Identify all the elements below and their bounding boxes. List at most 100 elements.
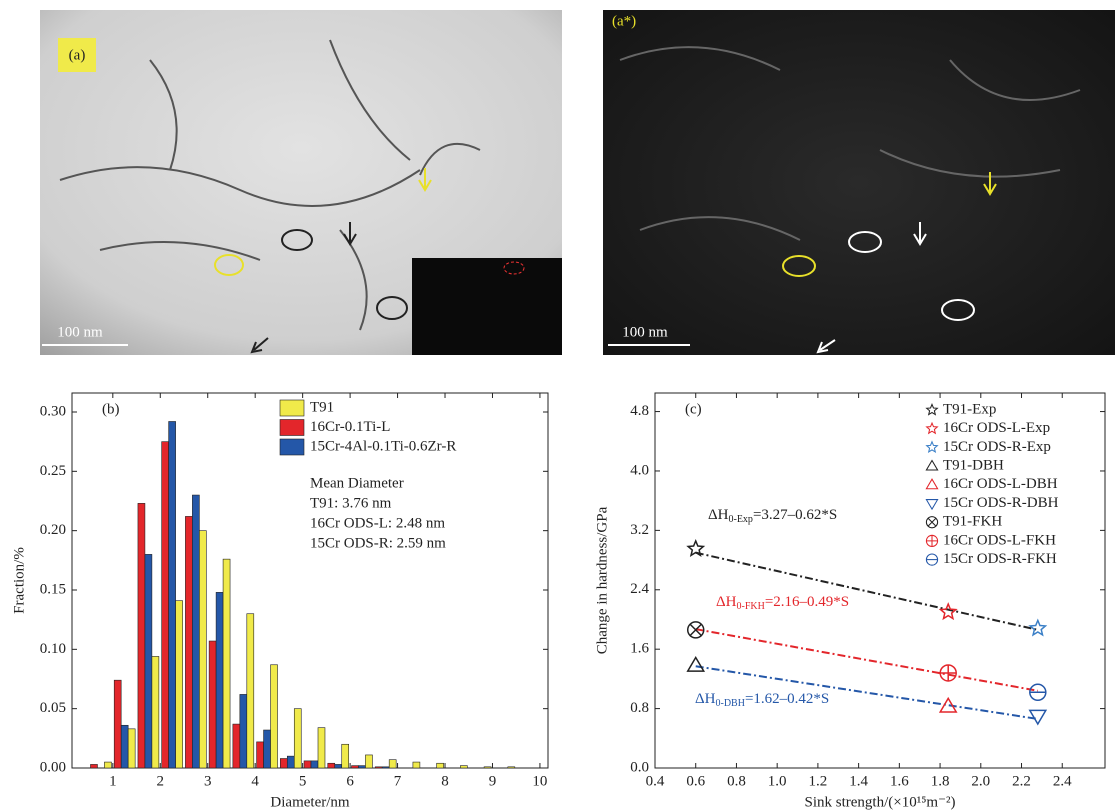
bar [223, 559, 230, 768]
figure: (a) 100 nm (a*) 100 nm 123456789100.000.… [0, 0, 1115, 812]
bar [294, 709, 301, 768]
legend-label: T91-DBH [943, 458, 1004, 474]
bar [365, 755, 372, 768]
panel-label: (b) [102, 401, 120, 417]
bar [437, 763, 444, 768]
marker [1030, 620, 1045, 634]
x-tick-label: 0.4 [646, 773, 665, 789]
y-tick-label: 4.8 [630, 403, 649, 419]
legend-label: 16Cr-0.1Ti-L [310, 419, 390, 435]
x-axis-title: Sink strength/(×10¹⁵m⁻²) [804, 794, 955, 810]
x-tick-label: 9 [489, 773, 497, 789]
y-tick-label: 0.0 [630, 759, 649, 775]
panel-label: (a*) [612, 13, 636, 29]
x-tick-label: 4 [251, 773, 259, 789]
x-tick-label: 0.8 [727, 773, 746, 789]
scale-label: 100 nm [622, 324, 668, 340]
bar [335, 764, 342, 768]
legend-marker [926, 554, 937, 565]
equation-equation: =3.27–0.62*S [753, 507, 837, 523]
bar [169, 421, 176, 768]
legend-swatch [280, 439, 304, 455]
legend-label: 16Cr ODS-L-DBH [943, 476, 1058, 492]
legend-marker [927, 404, 938, 414]
y-tick-label: 0.10 [40, 641, 66, 657]
bar [145, 554, 152, 768]
legend-label: T91 [310, 399, 334, 415]
x-tick-label: 1.4 [849, 773, 868, 789]
bar [304, 761, 311, 768]
bright-field-image: (a) 100 nm [40, 10, 562, 355]
annotation: Mean Diameter [310, 475, 404, 491]
y-tick-label: 0.25 [40, 463, 66, 479]
bar [484, 767, 491, 768]
scale-label: 100 nm [57, 324, 103, 340]
y-tick-label: 1.6 [630, 641, 649, 657]
marker [941, 604, 956, 618]
bar [114, 680, 121, 768]
bar [311, 761, 318, 768]
panel-label: (a) [69, 47, 86, 63]
marker [940, 665, 956, 681]
legend-label: 15Cr-4Al-0.1Ti-0.6Zr-R [310, 438, 456, 454]
bar [287, 756, 294, 768]
equation-text: ΔH [708, 507, 729, 523]
equation-equation: =1.62–0.42*S [745, 691, 829, 707]
bar [264, 730, 271, 768]
equation-subscript: 0-DBH [715, 698, 744, 709]
bar [351, 766, 358, 768]
y-tick-label: 4.0 [630, 462, 649, 478]
legend-label: 15Cr ODS-R-Exp [943, 439, 1051, 455]
x-tick-label: 1 [109, 773, 117, 789]
bar [216, 592, 223, 768]
annotation: 16Cr ODS-L: 2.48 nm [310, 515, 445, 531]
legend-swatch [280, 420, 304, 436]
y-tick-label: 0.30 [40, 403, 66, 419]
bar [162, 442, 169, 768]
x-tick-label: 0.6 [686, 773, 705, 789]
equation-text: ΔH [695, 691, 716, 707]
x-tick-label: 5 [299, 773, 307, 789]
y-tick-label: 0.8 [630, 700, 649, 716]
legend-marker [926, 461, 937, 471]
fit-equation: ΔH0-DBH=1.62–0.42*S [695, 691, 829, 709]
bar [508, 767, 515, 768]
bar [128, 729, 135, 768]
x-tick-label: 1.6 [890, 773, 909, 789]
bar [318, 728, 325, 768]
bar [271, 665, 278, 768]
legend-marker [926, 500, 937, 510]
legend-marker [926, 479, 937, 489]
x-tick-label: 2.4 [1053, 773, 1072, 789]
bar [328, 763, 335, 768]
bar [382, 767, 389, 768]
equation-equation: =2.16–0.49*S [765, 594, 849, 610]
legend-label: 15Cr ODS-R-DBH [943, 495, 1059, 511]
bar [121, 725, 128, 768]
x-tick-label: 1.8 [931, 773, 950, 789]
bar [192, 495, 199, 768]
legend-label: 16Cr ODS-L-Exp [943, 420, 1050, 436]
x-tick-label: 2 [157, 773, 165, 789]
bar [138, 503, 145, 768]
legend-label: T91-FKH [943, 514, 1002, 530]
y-tick-label: 2.4 [630, 581, 649, 597]
y-tick-label: 0.05 [40, 700, 66, 716]
legend-label: 16Cr ODS-L-FKH [943, 532, 1056, 548]
bar [176, 601, 183, 768]
x-tick-label: 7 [394, 773, 402, 789]
bar [342, 744, 349, 768]
y-tick-label: 0.20 [40, 522, 66, 538]
bar [199, 531, 206, 768]
x-tick-label: 1.0 [768, 773, 787, 789]
equation-subscript: 0-FKH [736, 601, 764, 612]
y-tick-label: 0.00 [40, 759, 66, 775]
bar [257, 742, 264, 768]
legend-marker [926, 517, 937, 528]
legend-marker [926, 535, 937, 546]
dark-field-image: (a*) 100 nm [603, 10, 1115, 355]
x-tick-label: 8 [441, 773, 449, 789]
legend-label: 15Cr ODS-R-FKH [943, 551, 1057, 567]
bar [460, 766, 467, 768]
x-tick-label: 1.2 [809, 773, 828, 789]
